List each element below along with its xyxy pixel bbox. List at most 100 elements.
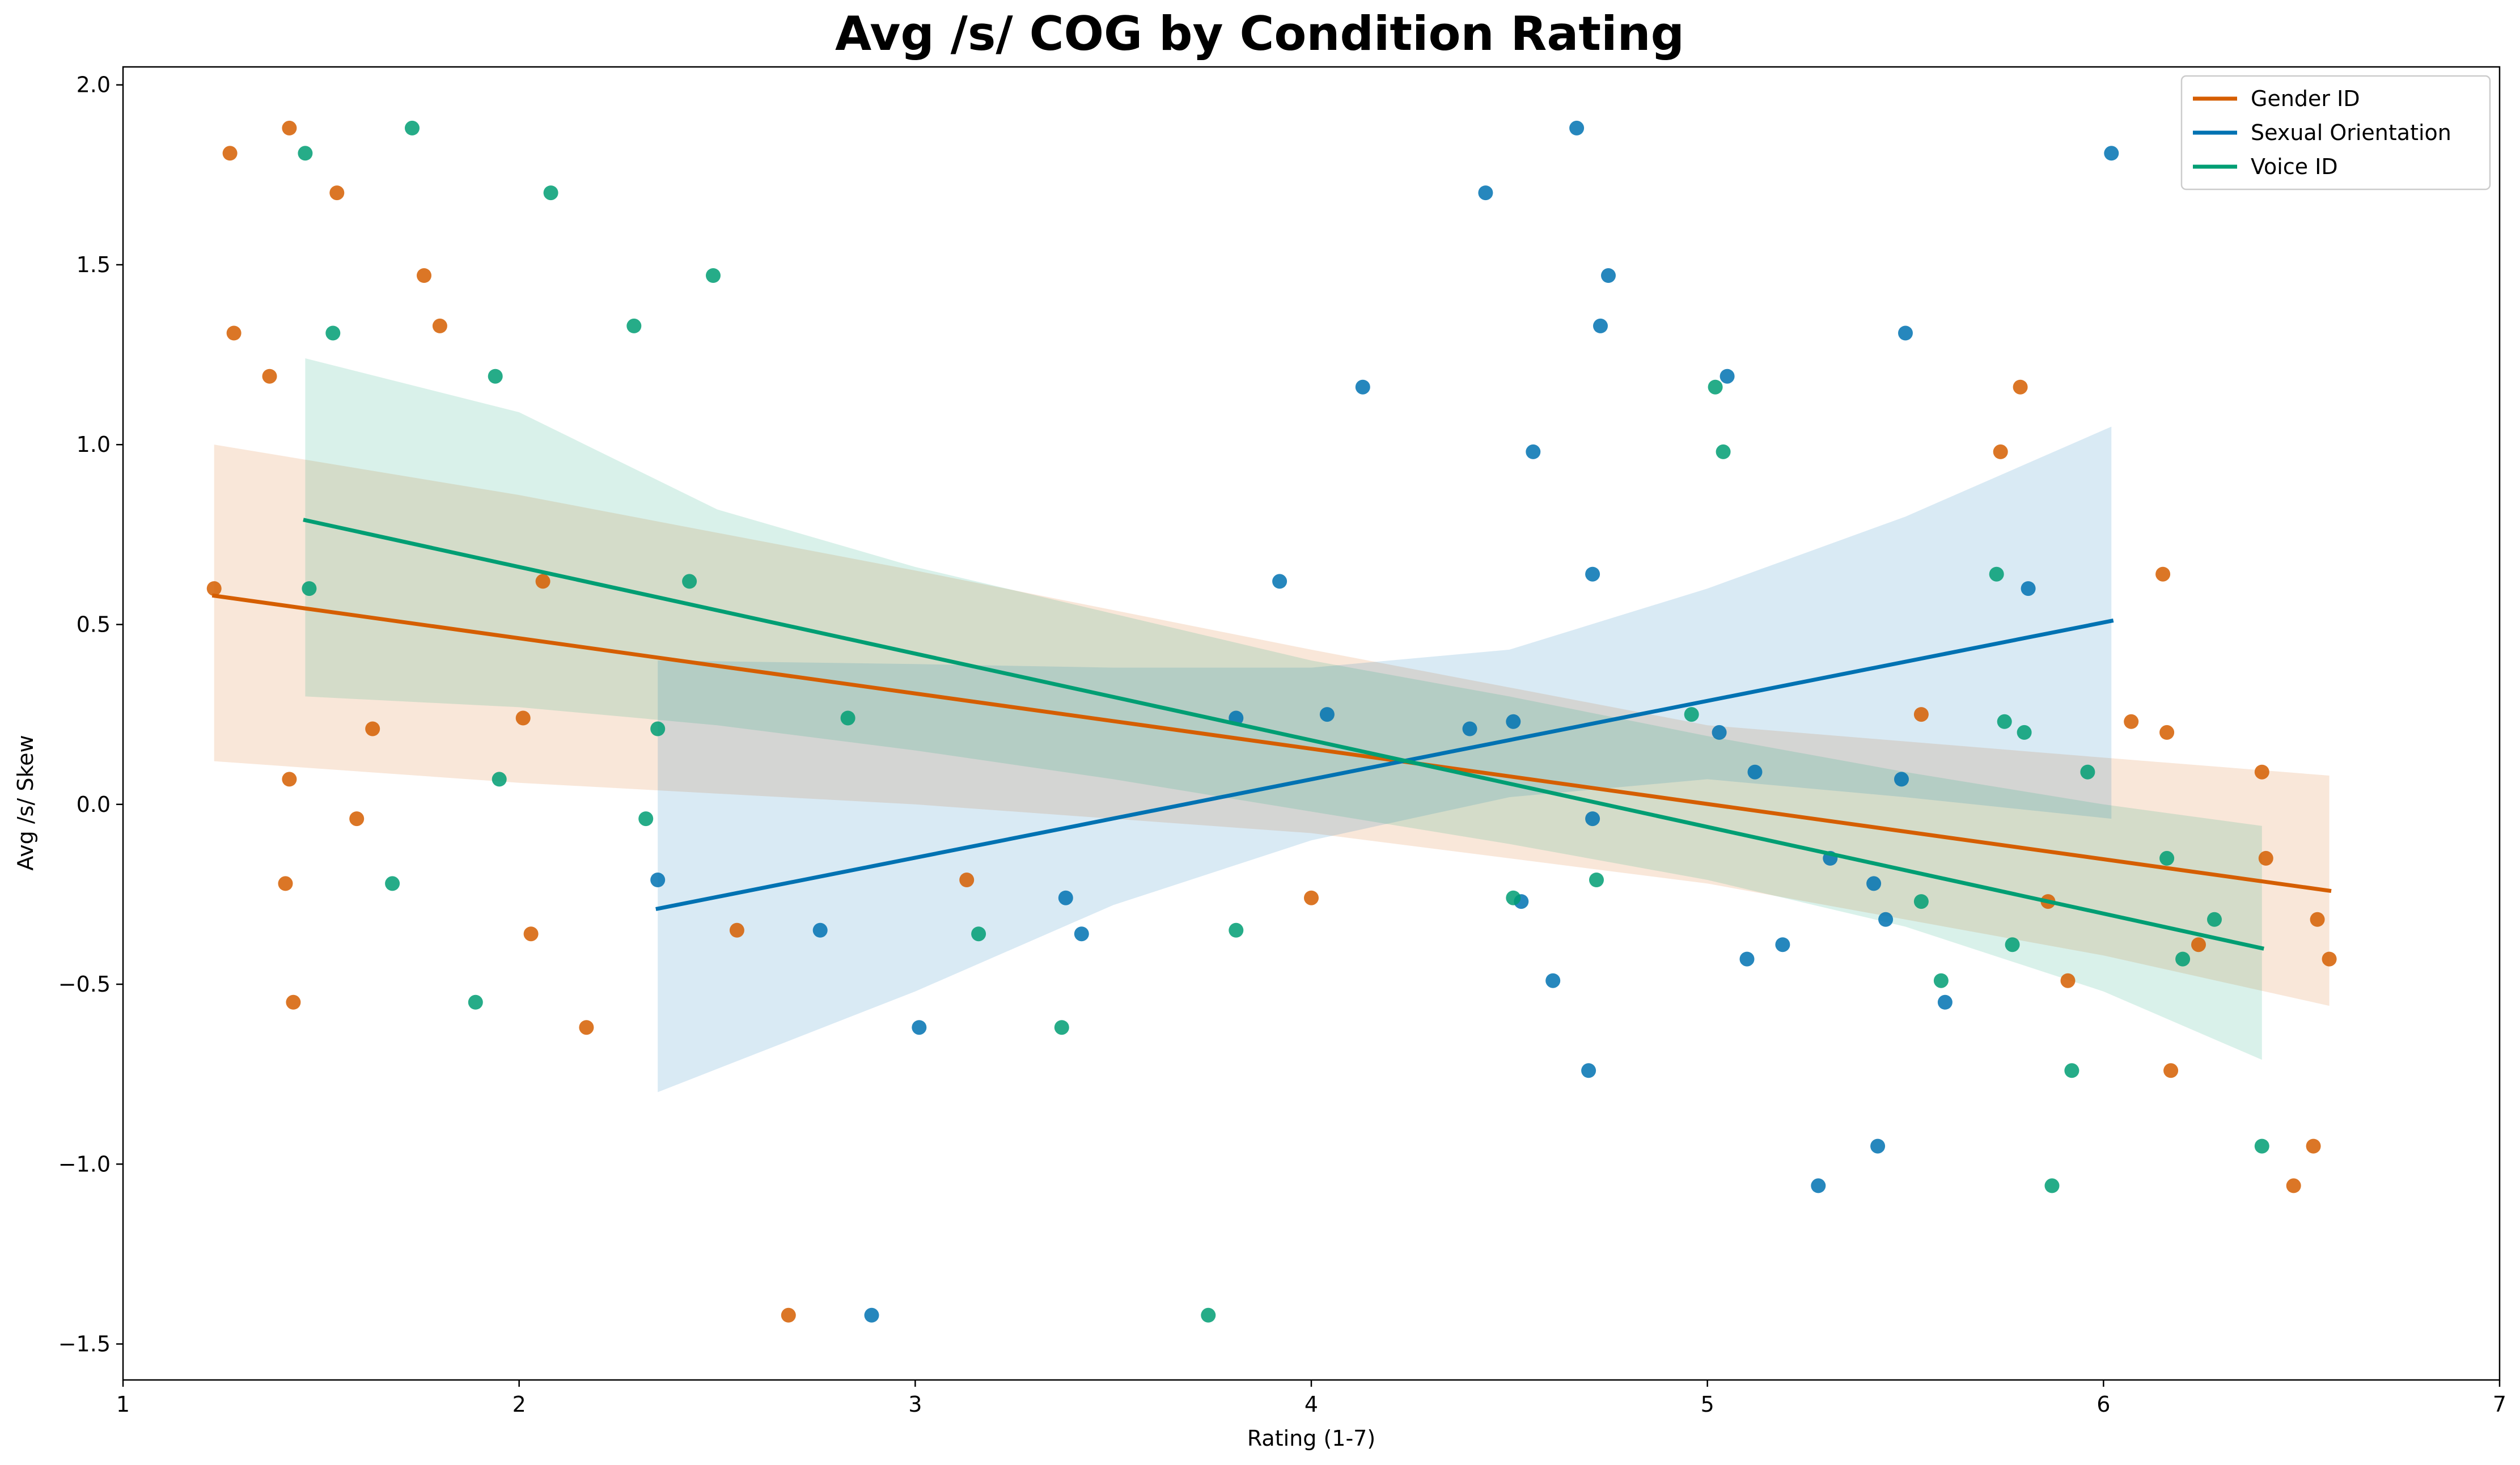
data-point-voice-id-9: [626, 318, 642, 333]
data-point-voice-id-25: [1933, 973, 1949, 988]
data-point-gender-id-26: [2124, 714, 2139, 729]
data-point-sexual-orientation-17: [1581, 1063, 1596, 1078]
legend-box: [2180, 75, 2491, 190]
data-point-gender-id-28: [2159, 725, 2175, 740]
data-point-gender-id-3: [262, 369, 277, 384]
x-tick-label-6: 7: [2493, 1392, 2506, 1417]
y-axis-ticks: −1.5 −1.0 −0.5 0.0 0.5 1.0 1.5 2.0: [58, 73, 123, 1357]
x-axis-ticks: 1 2 3 4 5 6 7: [116, 1380, 2506, 1417]
data-point-gender-id-2: [226, 325, 242, 341]
data-point-sexual-orientation-4: [1058, 890, 1073, 905]
data-point-sexual-orientation-35: [2021, 581, 2036, 596]
data-point-gender-id-0: [206, 581, 222, 596]
data-point-voice-id-3: [385, 876, 400, 891]
data-point-sexual-orientation-3: [912, 1020, 927, 1035]
data-point-sexual-orientation-21: [1601, 268, 1616, 283]
data-point-voice-id-15: [971, 926, 986, 942]
data-point-voice-id-24: [1913, 894, 1929, 909]
data-point-sexual-orientation-1: [812, 922, 828, 938]
x-tick-label-2: 3: [908, 1392, 922, 1417]
y-tick-label-6: 1.5: [77, 252, 111, 277]
data-point-sexual-orientation-5: [1074, 926, 1089, 942]
data-point-voice-id-34: [2175, 951, 2191, 967]
data-point-sexual-orientation-12: [1506, 714, 1521, 729]
data-point-gender-id-19: [959, 873, 975, 887]
data-point-voice-id-33: [2159, 850, 2175, 866]
x-tick-label-0: 1: [116, 1392, 130, 1417]
data-point-gender-id-33: [2286, 1178, 2301, 1193]
data-point-gender-id-18: [781, 1307, 796, 1323]
data-point-sexual-orientation-2: [864, 1307, 879, 1323]
fit-line-sexual-orientation: [655, 619, 2114, 911]
data-point-gender-id-12: [432, 318, 447, 333]
data-point-gender-id-29: [2163, 1063, 2179, 1078]
data-point-voice-id-21: [1684, 707, 1699, 722]
data-point-gender-id-7: [286, 994, 301, 1010]
data-point-sexual-orientation-25: [1747, 764, 1763, 780]
data-point-gender-id-8: [329, 185, 345, 201]
data-point-sexual-orientation-23: [1719, 369, 1735, 384]
data-point-gender-id-35: [2310, 912, 2325, 927]
confidence-band-voice-id: [305, 358, 2262, 1060]
data-point-gender-id-20: [1304, 890, 1319, 905]
x-axis-label: Rating (1-7): [1247, 1426, 1375, 1451]
data-point-voice-id-16: [1054, 1020, 1069, 1035]
data-point-voice-id-13: [706, 268, 721, 283]
data-point-gender-id-31: [2254, 764, 2269, 780]
data-point-sexual-orientation-32: [1894, 772, 1909, 787]
data-point-gender-id-30: [2191, 937, 2206, 952]
data-point-sexual-orientation-11: [1478, 185, 1493, 201]
data-point-gender-id-14: [523, 926, 539, 942]
data-point-gender-id-32: [2258, 850, 2273, 866]
data-point-sexual-orientation-16: [1569, 120, 1585, 136]
y-tick-label-0: −1.5: [58, 1332, 111, 1357]
data-point-voice-id-30: [2044, 1178, 2060, 1193]
x-tick-label-3: 4: [1305, 1392, 1318, 1417]
data-point-voice-id-6: [488, 369, 503, 384]
data-point-voice-id-8: [543, 185, 558, 201]
x-tick-label-4: 5: [1701, 1392, 1714, 1417]
data-point-sexual-orientation-20: [1593, 318, 1608, 333]
data-point-sexual-orientation-0: [650, 873, 666, 887]
y-tick-label-5: 1.0: [77, 432, 111, 457]
data-point-sexual-orientation-34: [1937, 994, 1953, 1010]
data-point-gender-id-11: [417, 268, 431, 283]
data-point-gender-id-25: [2060, 973, 2076, 988]
data-point-sexual-orientation-36: [2104, 146, 2119, 161]
data-point-sexual-orientation-30: [1870, 1138, 1886, 1154]
legend: Gender ID Sexual Orientation Voice ID: [2180, 75, 2491, 190]
data-point-gender-id-15: [535, 574, 550, 589]
y-tick-label-3: 0.0: [77, 792, 111, 817]
data-point-voice-id-31: [2064, 1063, 2079, 1078]
data-point-sexual-orientation-14: [1526, 444, 1541, 459]
data-point-voice-id-27: [1997, 714, 2012, 729]
data-point-voice-id-22: [1708, 379, 1723, 395]
data-point-voice-id-5: [468, 994, 483, 1010]
confidence-bands: [214, 358, 2330, 1093]
data-point-voice-id-19: [1506, 890, 1521, 905]
data-point-voice-id-26: [1989, 566, 2004, 582]
data-point-sexual-orientation-19: [1585, 566, 1600, 582]
y-tick-label-2: −0.5: [58, 972, 111, 997]
data-point-sexual-orientation-10: [1462, 721, 1477, 736]
data-point-sexual-orientation-18: [1585, 811, 1600, 827]
data-point-voice-id-32: [2080, 764, 2095, 780]
chart-title: Avg /s/ COG by Condition Rating: [835, 6, 1684, 61]
fit-line-voice-id: [303, 518, 2264, 951]
data-point-sexual-orientation-31: [1878, 912, 1894, 927]
data-point-sexual-orientation-7: [1272, 574, 1287, 589]
data-point-voice-id-20: [1589, 873, 1604, 887]
data-point-gender-id-6: [282, 772, 297, 787]
data-point-voice-id-23: [1716, 444, 1731, 459]
data-point-gender-id-36: [2322, 951, 2337, 967]
confidence-band-gender-id: [214, 444, 2330, 1006]
data-point-voice-id-12: [682, 574, 697, 589]
y-tick-label-1: −1.0: [58, 1151, 111, 1176]
data-point-sexual-orientation-15: [1545, 973, 1561, 988]
data-point-sexual-orientation-24: [1739, 951, 1755, 967]
x-tick-label-1: 2: [513, 1392, 526, 1417]
y-tick-label-4: 0.5: [77, 612, 111, 637]
data-point-gender-id-5: [282, 120, 297, 136]
data-point-sexual-orientation-22: [1712, 725, 1727, 740]
